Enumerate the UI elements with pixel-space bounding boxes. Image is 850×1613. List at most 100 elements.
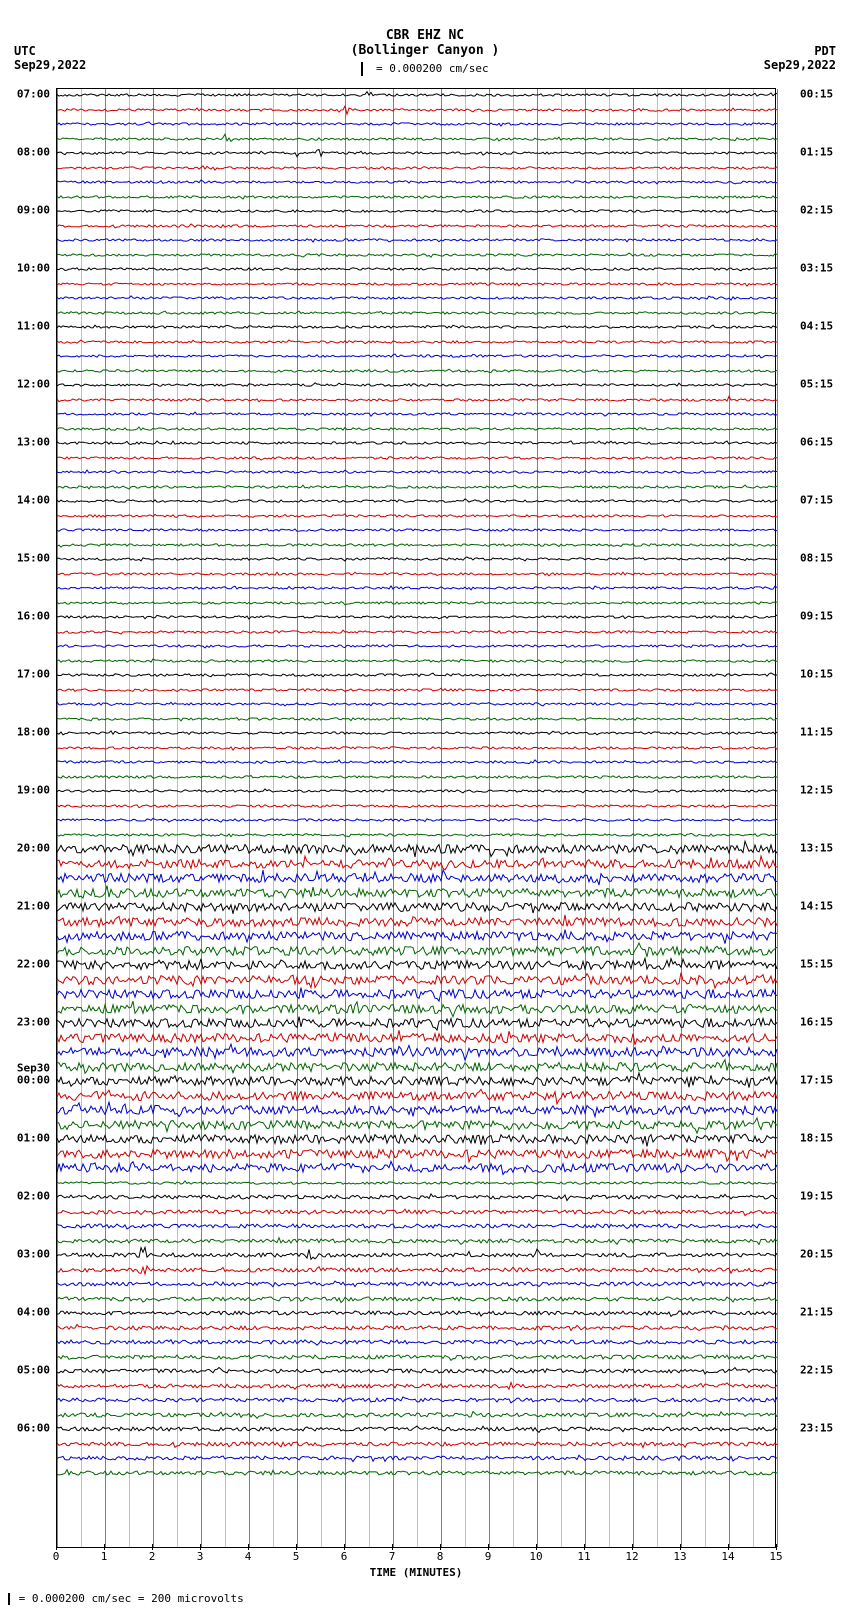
x-axis: TIME (MINUTES) 0123456789101112131415 <box>56 1550 776 1590</box>
seismic-trace <box>57 632 775 633</box>
seismic-trace <box>57 298 775 299</box>
seismic-trace <box>57 835 775 836</box>
scale-indicator: = 0.000200 cm/sec <box>0 58 850 76</box>
seismic-trace <box>57 168 775 169</box>
utc-hour-label: 14:00 <box>17 494 50 507</box>
pdt-hour-label: 07:15 <box>800 494 833 507</box>
seismic-trace <box>57 356 775 357</box>
seismic-trace <box>57 1400 775 1401</box>
seismic-trace <box>57 1386 775 1387</box>
utc-hour-label: 04:00 <box>17 1306 50 1319</box>
seismic-trace <box>57 574 775 575</box>
seismic-trace <box>57 588 775 589</box>
seismic-trace <box>57 1357 775 1358</box>
x-tick-label: 13 <box>673 1550 686 1563</box>
seismic-trace <box>57 139 775 140</box>
utc-hour-label: 22:00 <box>17 958 50 971</box>
pdt-hour-label: 10:15 <box>800 668 833 681</box>
seismic-trace <box>57 1139 775 1140</box>
x-tick-label: 6 <box>341 1550 348 1563</box>
seismic-trace <box>57 864 775 865</box>
x-tick-label: 7 <box>389 1550 396 1563</box>
utc-hour-label: 21:00 <box>17 900 50 913</box>
utc-hour-label: 23:00 <box>17 1016 50 1029</box>
seismic-trace <box>57 182 775 183</box>
seismic-trace <box>57 1444 775 1445</box>
seismic-trace <box>57 197 775 198</box>
utc-hour-label: 03:00 <box>17 1248 50 1261</box>
x-tick-label: 8 <box>437 1550 444 1563</box>
utc-hour-label: 07:00 <box>17 88 50 101</box>
seismic-trace <box>57 603 775 604</box>
seismic-trace <box>57 878 775 879</box>
pdt-header: PDT Sep29,2022 <box>764 44 836 72</box>
utc-hour-label: 11:00 <box>17 320 50 333</box>
seismic-trace <box>57 791 775 792</box>
seismic-trace <box>57 545 775 546</box>
seismic-trace <box>57 501 775 502</box>
pdt-hour-label: 12:15 <box>800 784 833 797</box>
x-tick-label: 14 <box>721 1550 734 1563</box>
station-name: (Bollinger Canyon ) <box>0 43 850 58</box>
utc-hour-label: 19:00 <box>17 784 50 797</box>
seismic-trace <box>57 1313 775 1314</box>
x-tick-label: 3 <box>197 1550 204 1563</box>
scale-text: = 0.000200 cm/sec <box>376 62 489 75</box>
seismic-trace <box>57 661 775 662</box>
pdt-hour-label: 15:15 <box>800 958 833 971</box>
seismic-trace <box>57 1255 775 1256</box>
x-tick-label: 1 <box>101 1550 108 1563</box>
x-tick-label: 15 <box>769 1550 782 1563</box>
pdt-hour-label: 06:15 <box>800 436 833 449</box>
pdt-hour-label: 20:15 <box>800 1248 833 1261</box>
pdt-hour-label: 18:15 <box>800 1132 833 1145</box>
seismic-trace <box>57 95 775 96</box>
pdt-hour-label: 04:15 <box>800 320 833 333</box>
seismogram-container: CBR EHZ NC (Bollinger Canyon ) = 0.00020… <box>0 0 850 1613</box>
station-code: CBR EHZ NC <box>0 0 850 43</box>
seismic-trace <box>57 327 775 328</box>
seismic-trace <box>57 226 775 227</box>
pdt-hour-label: 19:15 <box>800 1190 833 1203</box>
seismic-trace <box>57 313 775 314</box>
pdt-hour-label: 16:15 <box>800 1016 833 1029</box>
seismic-trace <box>57 487 775 488</box>
seismic-trace <box>57 806 775 807</box>
x-axis-label: TIME (MINUTES) <box>56 1566 776 1579</box>
left-hour-labels: 07:0008:0009:0010:0011:0012:0013:0014:00… <box>0 88 54 1548</box>
utc-hour-label: 10:00 <box>17 262 50 275</box>
x-tick-label: 4 <box>245 1550 252 1563</box>
seismic-trace <box>57 1096 775 1097</box>
seismic-trace <box>57 1371 775 1372</box>
x-tick-label: 10 <box>529 1550 542 1563</box>
x-tick-label: 5 <box>293 1550 300 1563</box>
seismic-trace <box>57 1415 775 1416</box>
pdt-hour-label: 03:15 <box>800 262 833 275</box>
seismic-trace <box>57 1270 775 1271</box>
utc-hour-label: 02:00 <box>17 1190 50 1203</box>
seismic-trace <box>57 1284 775 1285</box>
seismic-trace <box>57 1081 775 1082</box>
seismic-trace <box>57 284 775 285</box>
seismic-trace <box>57 342 775 343</box>
utc-hour-label: 00:00 <box>17 1074 50 1087</box>
seismic-trace <box>57 1429 775 1430</box>
pdt-hour-label: 22:15 <box>800 1364 833 1377</box>
seismic-trace <box>57 1342 775 1343</box>
seismic-trace <box>57 1473 775 1474</box>
seismic-trace <box>57 1212 775 1213</box>
pdt-hour-label: 21:15 <box>800 1306 833 1319</box>
seismic-trace <box>57 922 775 923</box>
pdt-hour-label: 08:15 <box>800 552 833 565</box>
x-tick-label: 0 <box>53 1550 60 1563</box>
seismic-trace <box>57 371 775 372</box>
seismic-trace <box>57 1052 775 1053</box>
seismic-trace <box>57 980 775 981</box>
seismic-trace <box>57 704 775 705</box>
utc-hour-label: 13:00 <box>17 436 50 449</box>
utc-hour-label: 20:00 <box>17 842 50 855</box>
utc-hour-label: 17:00 <box>17 668 50 681</box>
pdt-tz-label: PDT <box>764 44 836 58</box>
x-tick-label: 12 <box>625 1550 638 1563</box>
seismic-trace <box>57 559 775 560</box>
